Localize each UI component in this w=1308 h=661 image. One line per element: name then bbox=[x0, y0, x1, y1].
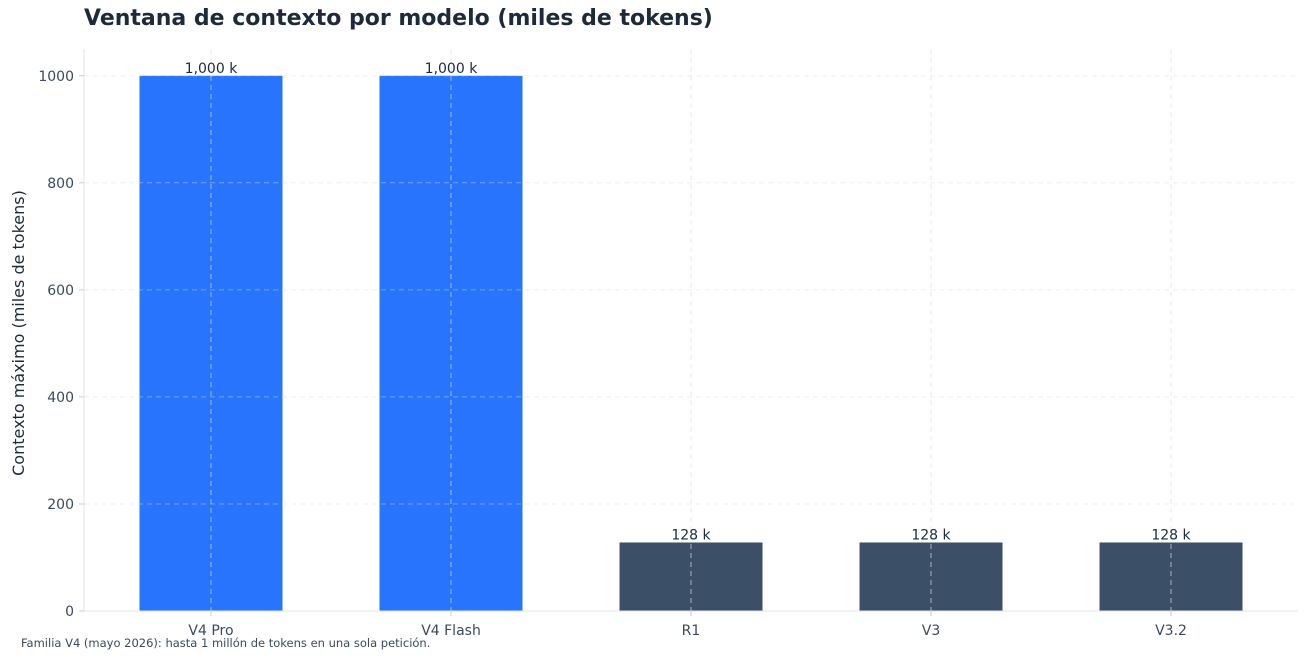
axes: 0 200 400 600 800 1000 V4 Pro V4 Flash R1 V3 V3.2 bbox=[38, 49, 1298, 639]
y-tick-label: 800 bbox=[47, 176, 74, 192]
gridlines bbox=[84, 75, 1298, 505]
data-label: 128 k bbox=[671, 527, 711, 543]
vertical-gridlines bbox=[84, 49, 1298, 611]
data-label: 1,000 k bbox=[425, 61, 479, 77]
data-label: 128 k bbox=[911, 527, 951, 543]
x-tick-label: V4 Pro bbox=[188, 623, 233, 639]
chart-title: Ventana de contexto por modelo (miles de… bbox=[84, 6, 713, 31]
x-tick-label: R1 bbox=[682, 623, 701, 639]
y-tick-label: 200 bbox=[47, 497, 74, 513]
y-tick-label: 0 bbox=[65, 604, 74, 620]
y-tick-label: 1000 bbox=[38, 69, 74, 85]
chart-footnote: Familia V4 (mayo 2026): hasta 1 millón d… bbox=[21, 636, 431, 650]
x-tick-label: V4 Flash bbox=[421, 623, 481, 639]
x-tick-label: V3.2 bbox=[1155, 623, 1187, 639]
data-label: 1,000 k bbox=[185, 61, 239, 77]
y-axis-label: Contexto máximo (miles de tokens) bbox=[9, 190, 28, 476]
y-tick-label: 600 bbox=[47, 283, 74, 299]
data-label: 128 k bbox=[1151, 527, 1191, 543]
x-tick-label: V3 bbox=[922, 623, 940, 639]
y-tick-label: 400 bbox=[47, 390, 74, 406]
data-labels: 1,000 k 1,000 k 128 k 128 k 128 k bbox=[185, 61, 1192, 544]
